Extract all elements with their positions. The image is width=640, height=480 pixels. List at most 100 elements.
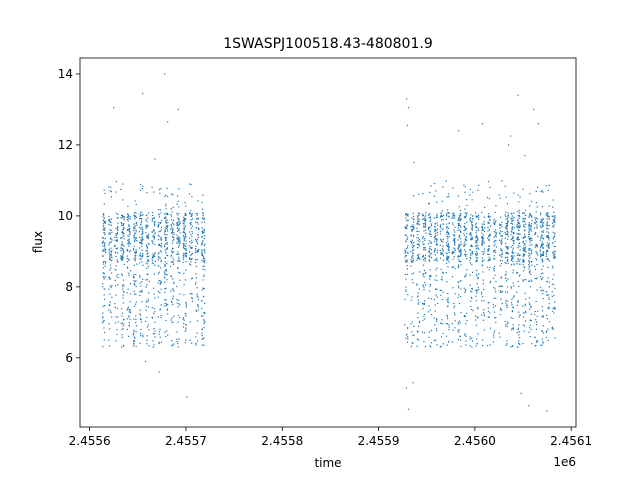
data-point: [153, 235, 155, 237]
data-point: [548, 247, 550, 249]
data-point: [176, 237, 178, 239]
data-point: [183, 232, 185, 234]
data-point: [531, 240, 533, 242]
data-point: [413, 162, 415, 164]
data-point: [495, 251, 497, 253]
data-point: [145, 301, 148, 303]
data-point: [472, 253, 474, 255]
data-point: [547, 246, 549, 248]
data-point: [554, 217, 556, 219]
data-point: [424, 318, 426, 320]
y-tick-label: 10: [58, 209, 73, 223]
data-point: [517, 329, 519, 331]
data-point: [528, 222, 530, 224]
data-point: [139, 294, 141, 297]
data-point: [105, 249, 107, 251]
data-point: [517, 300, 519, 302]
data-point: [122, 183, 124, 185]
data-point: [126, 248, 128, 251]
data-point: [418, 218, 420, 220]
data-point: [145, 279, 147, 281]
data-point: [470, 290, 472, 292]
data-point: [528, 225, 530, 227]
data-point: [511, 329, 513, 331]
data-point: [501, 285, 503, 287]
data-point: [184, 248, 186, 250]
y-tick-label: 14: [58, 67, 73, 81]
data-point: [505, 233, 507, 235]
data-point: [542, 325, 544, 327]
data-point: [506, 306, 508, 308]
data-point: [178, 188, 180, 190]
data-point: [147, 217, 149, 219]
data-point: [120, 323, 122, 325]
data-point: [446, 255, 448, 257]
data-point: [140, 241, 142, 244]
data-point: [191, 232, 194, 234]
data-point: [135, 251, 137, 254]
data-point: [542, 218, 545, 220]
data-point: [511, 251, 513, 253]
data-point: [197, 304, 199, 306]
data-point: [470, 296, 472, 299]
data-point: [533, 265, 536, 267]
data-point: [142, 336, 144, 338]
data-point: [476, 275, 478, 277]
data-point: [140, 332, 142, 335]
data-point: [195, 250, 197, 252]
data-point: [445, 335, 448, 337]
data-point: [122, 236, 124, 238]
data-point: [163, 276, 166, 278]
data-point: [470, 300, 472, 302]
data-point: [459, 322, 461, 324]
data-point: [160, 304, 162, 306]
data-point: [522, 258, 524, 260]
data-point: [542, 265, 544, 267]
data-point: [182, 222, 184, 225]
data-point: [441, 276, 443, 278]
data-point: [109, 278, 111, 280]
data-point: [436, 319, 438, 321]
data-point: [512, 306, 514, 308]
data-point: [484, 206, 486, 209]
data-point: [460, 312, 462, 314]
data-point: [194, 238, 197, 241]
data-point: [463, 232, 465, 235]
data-point: [123, 235, 125, 237]
data-point: [171, 340, 173, 342]
data-point: [429, 269, 431, 271]
data-point: [505, 243, 507, 245]
data-point: [428, 233, 430, 235]
data-point: [475, 240, 477, 242]
data-point: [196, 241, 198, 243]
data-point: [190, 254, 192, 257]
data-point: [123, 217, 125, 219]
data-point: [164, 257, 166, 259]
data-point: [191, 235, 193, 238]
data-point: [185, 252, 187, 254]
data-point: [172, 278, 174, 280]
data-point: [417, 292, 419, 294]
data-point: [517, 327, 519, 329]
data-point: [522, 316, 525, 318]
data-point: [529, 239, 531, 241]
data-point: [500, 249, 502, 251]
data-point: [109, 229, 111, 231]
data-point: [111, 316, 113, 318]
data-point: [436, 289, 438, 291]
data-point: [507, 216, 509, 219]
data-point: [448, 247, 450, 249]
data-point: [145, 262, 147, 264]
data-point: [488, 216, 490, 218]
data-point: [440, 253, 442, 255]
data-point: [472, 218, 474, 220]
data-point: [103, 263, 105, 265]
data-point: [123, 263, 125, 266]
data-point: [177, 246, 180, 248]
data-point: [439, 257, 442, 259]
data-point: [439, 238, 442, 241]
data-point: [116, 275, 118, 277]
data-point: [176, 338, 178, 340]
data-point: [459, 244, 461, 246]
data-point: [133, 279, 135, 282]
